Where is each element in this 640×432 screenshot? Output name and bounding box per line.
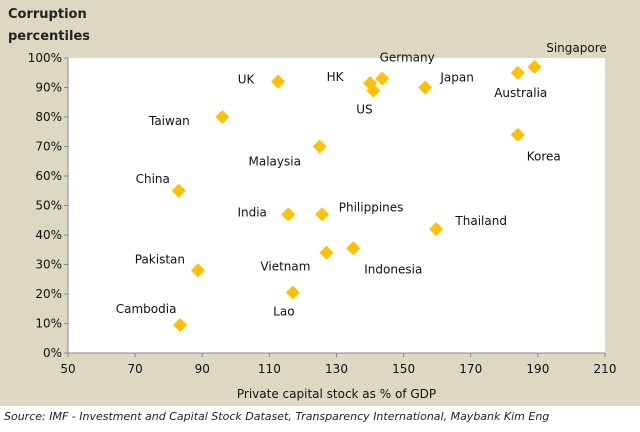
point-label: Taiwan <box>148 114 190 128</box>
data-point <box>527 59 542 74</box>
x-tick-label: 190 <box>526 362 549 376</box>
plot-area <box>68 58 605 353</box>
point-label: Korea <box>527 150 561 164</box>
y-tick-label: 20% <box>35 287 62 301</box>
x-tick-label: 70 <box>127 362 142 376</box>
point-label: Japan <box>439 71 473 85</box>
data-point <box>366 83 381 98</box>
data-point <box>510 65 525 80</box>
x-tick-label: 150 <box>392 362 415 376</box>
point-label: Singapore <box>546 41 607 55</box>
y-tick-label: 0% <box>43 346 62 360</box>
y-tick-label: 40% <box>35 228 62 242</box>
y-tick-label: 10% <box>35 317 62 331</box>
point-label: Australia <box>494 86 547 100</box>
data-point <box>281 207 296 222</box>
point-label: India <box>237 205 266 219</box>
data-point <box>429 222 444 237</box>
data-point <box>271 74 286 89</box>
point-label: Philippines <box>339 200 404 214</box>
data-point <box>312 139 327 154</box>
y-tick-label: 60% <box>35 169 62 183</box>
point-label: Cambodia <box>116 302 177 316</box>
point-label: Germany <box>380 51 435 65</box>
data-point <box>418 80 433 95</box>
scatter-chart: 0% 10% 20% 30% 40% 50% 60% 70% 80% 90% 100% 50 70 90 1… <box>28 41 617 401</box>
x-tick-label: 130 <box>325 362 348 376</box>
x-tick-label: 50 <box>60 362 75 376</box>
point-label: Vietnam <box>260 260 310 274</box>
x-tick-label: 110 <box>258 362 281 376</box>
data-point <box>215 110 230 124</box>
data-point <box>173 317 188 332</box>
x-tick-label: 90 <box>195 362 210 376</box>
point-label: UK <box>238 73 256 87</box>
point-label: HK <box>327 70 345 84</box>
y-tick-label: 30% <box>35 258 62 272</box>
point-label: Lao <box>273 305 294 319</box>
data-point <box>190 263 205 278</box>
y-tick-label: 70% <box>35 140 62 154</box>
point-label: China <box>136 172 170 186</box>
y-tick-label: 80% <box>35 110 62 124</box>
point-label: Malaysia <box>249 155 301 169</box>
point-label: Indonesia <box>364 262 422 276</box>
data-point <box>285 285 300 300</box>
y-axis-title-text: Corruption percentiles <box>8 7 90 44</box>
data-point <box>375 71 390 86</box>
y-tick-label: 100% <box>28 51 62 65</box>
x-axis-title: Private capital stock as % of GDP <box>237 387 436 401</box>
point-label: US <box>356 102 372 116</box>
data-point <box>510 127 525 142</box>
x-tick-label: 170 <box>459 362 482 376</box>
point-label: Pakistan <box>135 252 185 266</box>
y-axis-title: Corruption percentiles <box>8 4 118 48</box>
data-point <box>346 241 361 256</box>
data-point <box>171 183 186 198</box>
y-tick-label: 50% <box>35 199 62 213</box>
data-point <box>319 245 334 260</box>
x-tick-label: 210 <box>594 362 617 376</box>
point-label: Thailand <box>454 214 507 228</box>
y-tick-label: 90% <box>35 81 62 95</box>
data-point <box>315 207 330 222</box>
source-note: Source: IMF - Investment and Capital Sto… <box>4 410 550 423</box>
